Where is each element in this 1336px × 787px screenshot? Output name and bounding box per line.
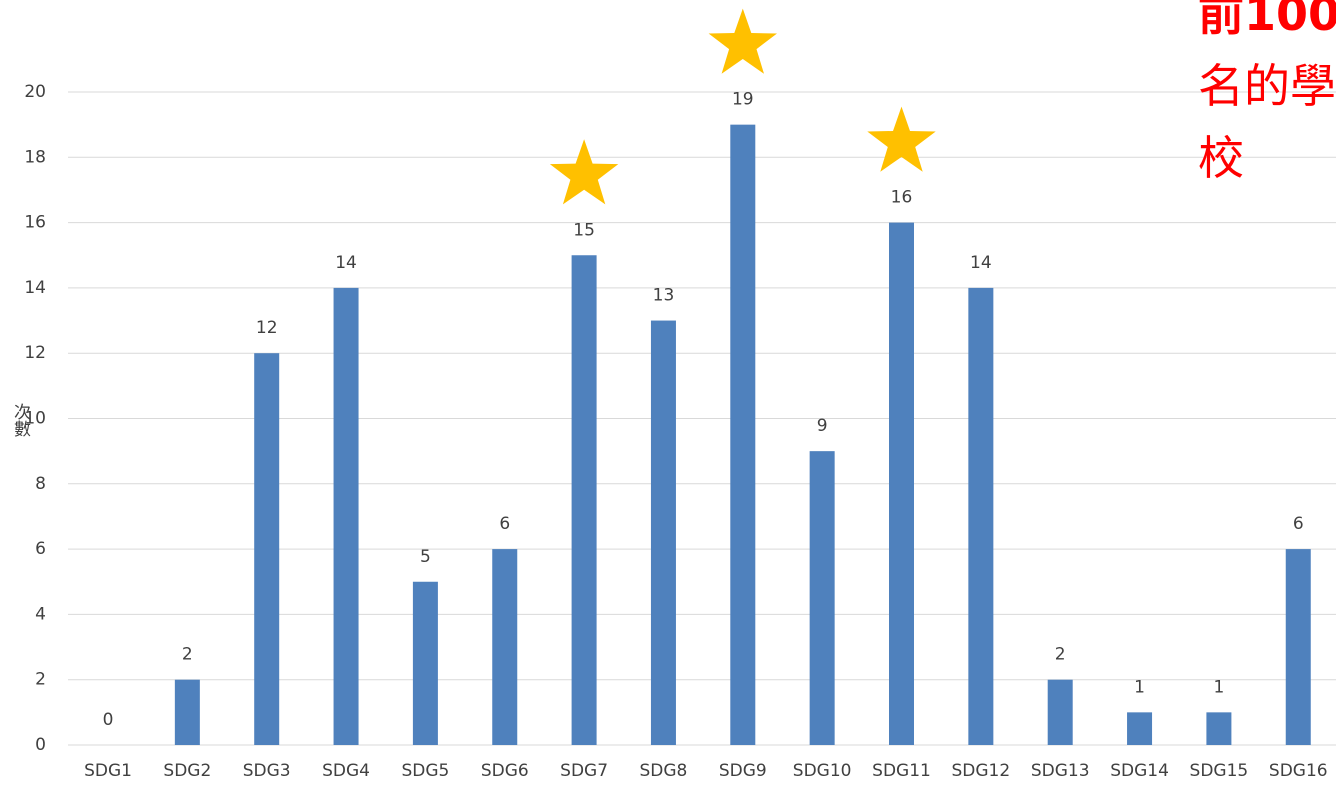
x-tick-label: SDG6	[481, 761, 529, 781]
bar	[651, 321, 676, 745]
x-tick-label: SDG15	[1190, 761, 1249, 781]
bar	[1286, 549, 1311, 745]
bar	[1206, 712, 1231, 745]
bar	[254, 353, 279, 745]
data-label: 9	[817, 416, 828, 436]
y-tick-label: 4	[35, 604, 46, 624]
x-tick-label: SDG16	[1269, 761, 1328, 781]
y-tick-label: 6	[35, 539, 46, 559]
chart: 次數 024681012141618200SDG12SDG212SDG314SD…	[0, 0, 1336, 787]
data-label: 0	[103, 710, 114, 730]
x-tick-label: SDG8	[640, 761, 688, 781]
bar	[730, 125, 755, 745]
y-tick-label: 10	[24, 409, 46, 429]
bar	[1048, 680, 1073, 745]
bar	[968, 288, 993, 745]
y-tick-label: 14	[24, 278, 46, 298]
data-label: 2	[1055, 645, 1066, 665]
bar	[175, 680, 200, 745]
data-label: 2	[182, 645, 193, 665]
data-label: 1	[1134, 677, 1145, 697]
annotation: 前100	[1198, 0, 1336, 41]
annotation: 名的學	[1198, 59, 1336, 113]
highlight-star	[867, 107, 935, 172]
data-label: 14	[970, 253, 992, 273]
bar	[1127, 712, 1152, 745]
data-label: 6	[499, 514, 510, 534]
data-label: 6	[1293, 514, 1304, 534]
x-tick-label: SDG2	[163, 761, 211, 781]
data-label: 16	[891, 188, 913, 208]
y-tick-label: 8	[35, 474, 46, 494]
data-label: 15	[573, 220, 595, 240]
y-tick-label: 2	[35, 670, 46, 690]
x-tick-label: SDG14	[1110, 761, 1169, 781]
highlight-star	[709, 9, 777, 74]
highlight-star	[550, 139, 618, 204]
x-tick-label: SDG7	[560, 761, 608, 781]
data-label: 5	[420, 547, 431, 567]
x-tick-label: SDG10	[793, 761, 852, 781]
y-tick-label: 0	[35, 735, 46, 755]
x-tick-label: SDG3	[243, 761, 291, 781]
data-label: 1	[1213, 677, 1224, 697]
bar	[810, 451, 835, 745]
y-tick-label: 12	[24, 343, 46, 363]
y-tick-label: 18	[24, 147, 46, 167]
data-label: 12	[256, 318, 278, 338]
data-label: 14	[335, 253, 357, 273]
y-tick-label: 20	[24, 82, 46, 102]
x-tick-label: SDG5	[401, 761, 449, 781]
y-tick-label: 16	[24, 213, 46, 233]
x-tick-label: SDG4	[322, 761, 370, 781]
x-tick-label: SDG9	[719, 761, 767, 781]
page: {"chart_data": {"type": "bar", "y_label"…	[0, 0, 1336, 787]
annotation: 校	[1198, 131, 1244, 185]
data-label: 19	[732, 90, 754, 110]
data-label: 13	[653, 286, 675, 306]
x-tick-label: SDG12	[952, 761, 1011, 781]
x-tick-label: SDG1	[84, 761, 132, 781]
bar	[334, 288, 359, 745]
bar	[572, 255, 597, 745]
x-tick-label: SDG11	[872, 761, 931, 781]
bar	[413, 582, 438, 745]
bar	[492, 549, 517, 745]
x-tick-label: SDG13	[1031, 761, 1090, 781]
bar	[889, 223, 914, 745]
